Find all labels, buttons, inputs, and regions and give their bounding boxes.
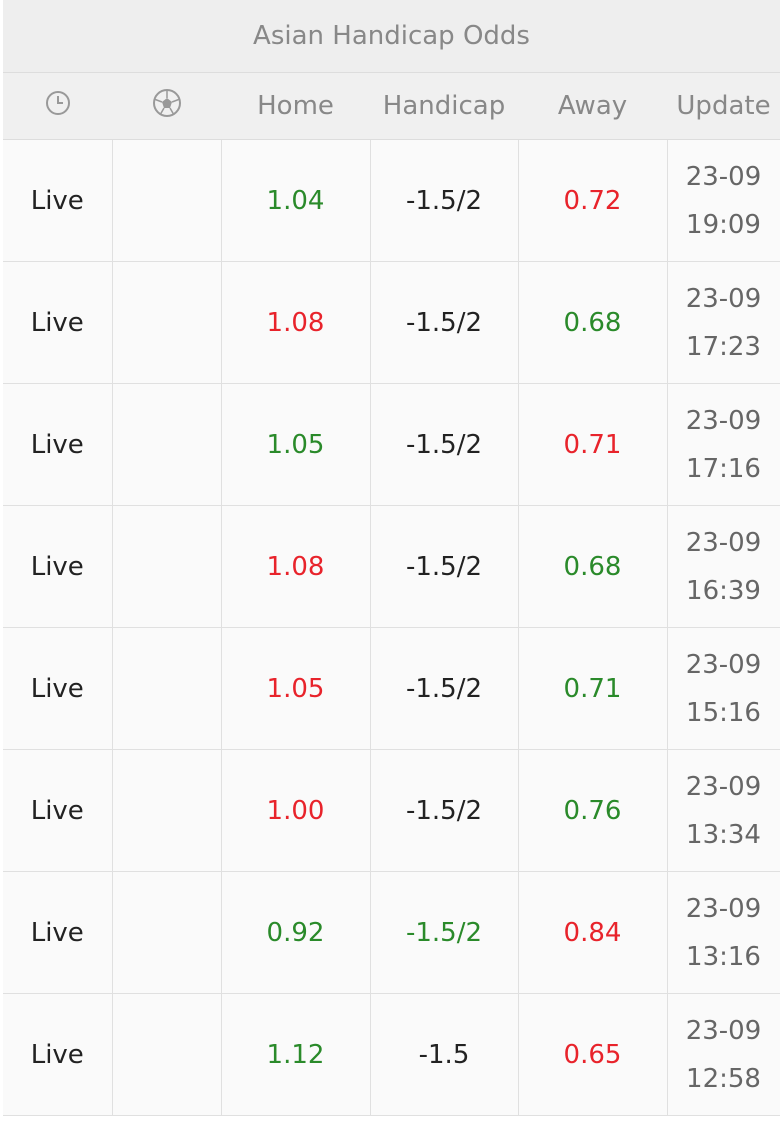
odds-row: Live 0.92 -1.5/2 0.84 23-09 13:16: [3, 871, 780, 994]
home-odds: 1.00: [220, 749, 371, 872]
handicap-value: -1.5/2: [369, 383, 519, 506]
home-odds: 1.05: [220, 383, 371, 506]
update-cell: 23-09 13:34: [666, 749, 780, 872]
home-odds: 1.08: [220, 505, 371, 628]
home-odds: 1.12: [220, 993, 371, 1116]
odds-row: Live 1.05 -1.5/2 0.71 23-09 17:16: [3, 383, 780, 506]
odds-row: Live 1.04 -1.5/2 0.72 23-09 19:09: [3, 139, 780, 262]
score-cell: [111, 261, 222, 384]
odds-row: Live 1.12 -1.5 0.65 23-09 12:58: [3, 993, 780, 1116]
odds-panel: Asian Handicap Odds Home Handicap Away U…: [3, 0, 780, 1116]
handicap-value: -1.5/2: [369, 139, 519, 262]
away-odds: 0.68: [517, 261, 668, 384]
update-date: 23-09: [685, 649, 762, 680]
update-cell: 23-09 19:09: [666, 139, 780, 262]
odds-row: Live 1.05 -1.5/2 0.71 23-09 15:16: [3, 627, 780, 750]
away-odds: 0.68: [517, 505, 668, 628]
score-icon-header: [112, 72, 221, 140]
score-cell: [111, 749, 222, 872]
away-odds: 0.76: [517, 749, 668, 872]
status-cell: Live: [3, 627, 113, 750]
update-date: 23-09: [685, 527, 762, 558]
update-time: 15:16: [686, 697, 761, 728]
status-cell: Live: [3, 505, 113, 628]
away-odds: 0.84: [517, 871, 668, 994]
update-date: 23-09: [685, 283, 762, 314]
update-cell: 23-09 12:58: [666, 993, 780, 1116]
update-date: 23-09: [685, 161, 762, 192]
status-cell: Live: [3, 261, 113, 384]
score-cell: [111, 993, 222, 1116]
update-time: 12:58: [686, 1063, 761, 1094]
odds-table: Asian Handicap Odds Home Handicap Away U…: [3, 0, 780, 1116]
home-odds: 0.92: [220, 871, 371, 994]
update-cell: 23-09 17:16: [666, 383, 780, 506]
handicap-value: -1.5/2: [369, 261, 519, 384]
away-odds: 0.71: [517, 627, 668, 750]
score-cell: [111, 505, 222, 628]
home-odds: 1.05: [220, 627, 371, 750]
home-odds: 1.08: [220, 261, 371, 384]
update-time: 16:39: [686, 575, 761, 606]
status-cell: Live: [3, 139, 113, 262]
handicap-value: -1.5/2: [369, 871, 519, 994]
update-time: 17:23: [686, 331, 761, 362]
away-odds: 0.65: [517, 993, 668, 1116]
away-odds: 0.72: [517, 139, 668, 262]
ball-icon: [152, 88, 181, 117]
score-cell: [111, 383, 222, 506]
update-time: 13:16: [686, 941, 761, 972]
update-time: 13:34: [686, 819, 761, 850]
update-header: Update: [667, 72, 780, 140]
update-date: 23-09: [685, 771, 762, 802]
time-icon-header: [3, 72, 112, 140]
status-cell: Live: [3, 383, 113, 506]
home-odds: 1.04: [220, 139, 371, 262]
away-header: Away: [518, 72, 667, 140]
odds-row: Live 1.00 -1.5/2 0.76 23-09 13:34: [3, 749, 780, 872]
update-cell: 23-09 13:16: [666, 871, 780, 994]
table-body: Live 1.04 -1.5/2 0.72 23-09 19:09 Live 1.08 -1.5…: [3, 139, 780, 1116]
handicap-value: -1.5/2: [369, 627, 519, 750]
update-date: 23-09: [685, 1015, 762, 1046]
update-time: 19:09: [686, 209, 761, 240]
score-cell: [111, 871, 222, 994]
status-cell: Live: [3, 993, 113, 1116]
update-date: 23-09: [685, 893, 762, 924]
score-cell: [111, 627, 222, 750]
status-cell: Live: [3, 871, 113, 994]
odds-row: Live 1.08 -1.5/2 0.68 23-09 16:39: [3, 505, 780, 628]
away-odds: 0.71: [517, 383, 668, 506]
table-title: Asian Handicap Odds: [3, 0, 780, 73]
score-cell: [111, 139, 222, 262]
odds-row: Live 1.08 -1.5/2 0.68 23-09 17:23: [3, 261, 780, 384]
handicap-value: -1.5/2: [369, 749, 519, 872]
update-cell: 23-09 17:23: [666, 261, 780, 384]
home-header: Home: [221, 72, 370, 140]
update-date: 23-09: [685, 405, 762, 436]
handicap-value: -1.5: [369, 993, 519, 1116]
header-row: Home Handicap Away Update: [3, 72, 780, 140]
update-time: 17:16: [686, 453, 761, 484]
update-cell: 23-09 16:39: [666, 505, 780, 628]
handicap-value: -1.5/2: [369, 505, 519, 628]
status-cell: Live: [3, 749, 113, 872]
clock-icon: [45, 90, 70, 115]
update-cell: 23-09 15:16: [666, 627, 780, 750]
handicap-header: Handicap: [370, 72, 518, 140]
